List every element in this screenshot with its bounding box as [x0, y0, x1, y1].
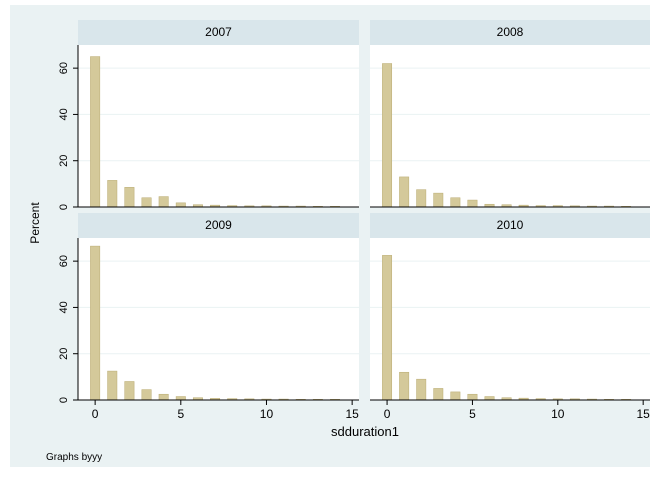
x-tick-label: 5	[177, 407, 184, 421]
bar	[141, 197, 152, 208]
plot-area	[78, 45, 359, 207]
plot-area	[370, 238, 650, 400]
panel-header	[370, 213, 650, 238]
bar	[433, 192, 444, 208]
graphs-by-note: Graphs byyy	[46, 452, 102, 463]
y-tick-label: 60	[58, 255, 70, 267]
bar	[107, 370, 118, 401]
bar	[124, 187, 135, 208]
bar	[416, 378, 427, 401]
bar	[382, 63, 393, 208]
bar	[399, 176, 410, 208]
panel-header	[370, 20, 650, 45]
y-tick-label: 60	[58, 62, 70, 74]
y-tick-label: 40	[58, 108, 70, 120]
bar	[90, 245, 101, 401]
x-tick-label: 0	[92, 407, 99, 421]
panel-2008: 2008	[370, 20, 650, 208]
y-tick-label: 40	[58, 301, 70, 313]
bar	[467, 393, 478, 401]
y-tick-label: 20	[58, 348, 70, 360]
panel-2009: 2009 0 20 40 60 0 5 10 15	[58, 213, 359, 421]
bar	[433, 388, 444, 401]
x-tick-label: 15	[345, 407, 359, 421]
x-tick-label: 15	[636, 407, 650, 421]
bar	[467, 199, 478, 208]
y-tick-label: 0	[58, 204, 70, 210]
panel-title: 2007	[205, 25, 232, 39]
x-tick-label: 0	[384, 407, 391, 421]
bar	[175, 396, 186, 401]
bar	[416, 189, 427, 208]
panel-title: 2008	[497, 25, 524, 39]
panel-header	[78, 213, 359, 238]
x-tick-label: 10	[551, 407, 565, 421]
bar	[141, 389, 152, 401]
bar	[124, 381, 135, 401]
y-tick-label: 0	[58, 397, 70, 403]
bar	[399, 371, 410, 401]
bar	[158, 393, 169, 401]
panel-header	[78, 20, 359, 45]
x-tick-label: 10	[260, 407, 274, 421]
y-tick-label: 20	[58, 155, 70, 167]
y-axis-title: Percent	[28, 202, 42, 244]
bar	[382, 255, 393, 401]
plot-area	[370, 45, 650, 207]
bar	[450, 391, 461, 401]
bar	[484, 396, 495, 401]
bar	[450, 197, 461, 208]
panel-title: 2009	[205, 218, 232, 232]
x-tick-label: 5	[469, 407, 476, 421]
bar	[90, 56, 101, 208]
x-axis-title: sdduration1	[331, 424, 399, 439]
panel-title: 2010	[497, 218, 524, 232]
panel-2007: 2007 0 20 40 60	[58, 20, 359, 210]
panel-2010: 2010 0 5 10 15	[370, 213, 650, 421]
bar	[175, 202, 186, 208]
bar	[107, 180, 118, 208]
plot-area	[78, 238, 359, 400]
bar	[158, 196, 169, 208]
